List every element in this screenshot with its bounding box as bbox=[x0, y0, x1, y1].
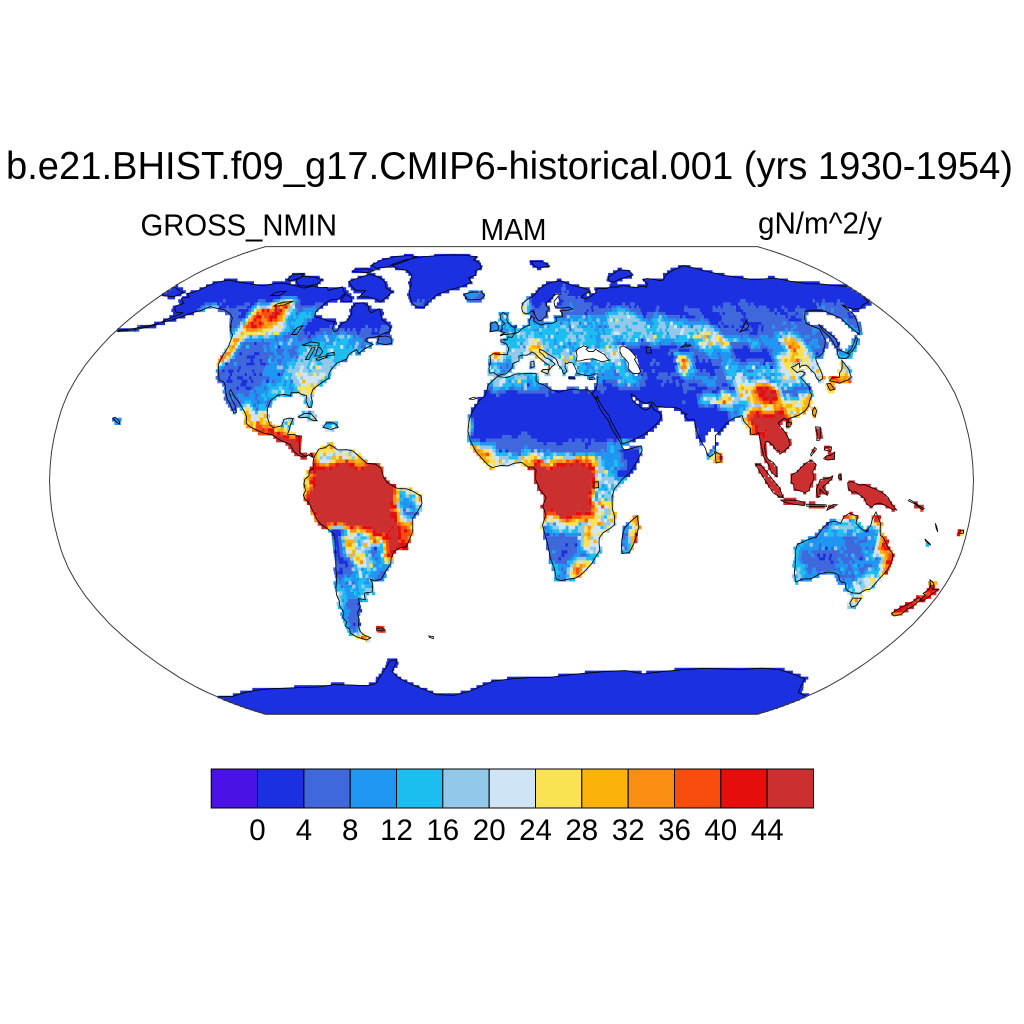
svg-text:12: 12 bbox=[380, 814, 413, 847]
svg-text:8: 8 bbox=[342, 814, 358, 847]
svg-text:24: 24 bbox=[519, 814, 552, 847]
svg-text:20: 20 bbox=[473, 814, 506, 847]
svg-text:28: 28 bbox=[565, 814, 598, 847]
svg-text:44: 44 bbox=[751, 814, 784, 847]
svg-text:16: 16 bbox=[426, 814, 459, 847]
svg-text:MAM: MAM bbox=[481, 212, 547, 247]
svg-text:40: 40 bbox=[704, 814, 737, 847]
svg-text:0: 0 bbox=[249, 814, 265, 847]
svg-text:36: 36 bbox=[658, 814, 691, 847]
svg-text:gN/m^2/y: gN/m^2/y bbox=[758, 206, 882, 241]
svg-text:4: 4 bbox=[296, 814, 312, 847]
svg-text:b.e21.BHIST.f09_g17.CMIP6-hist: b.e21.BHIST.f09_g17.CMIP6-historical.001… bbox=[6, 145, 1013, 188]
svg-text:32: 32 bbox=[612, 814, 645, 847]
svg-text:GROSS_NMIN: GROSS_NMIN bbox=[141, 208, 338, 243]
